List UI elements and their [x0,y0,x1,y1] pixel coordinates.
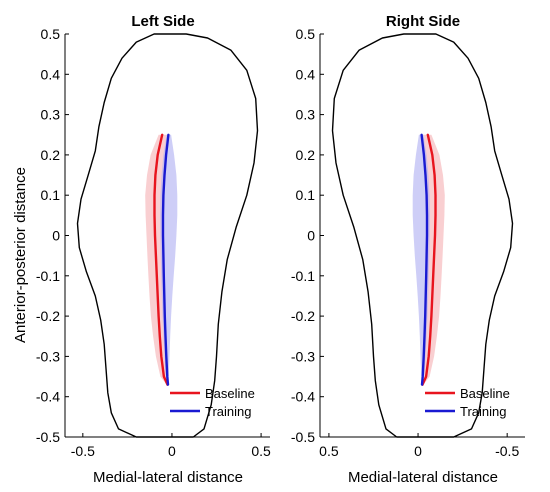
series-baseline-line [153,133,169,386]
legend-label-baseline: Baseline [205,386,255,401]
y-tick-label: -0.2 [291,308,315,324]
y-axis-label: Anterior-posterior distance [12,167,29,343]
y-tick-label: -0.1 [291,268,315,284]
x-axis-label: Medial-lateral distance [348,469,498,486]
y-tick-label: 0 [307,228,315,244]
y-tick-label: 0.4 [296,66,316,82]
y-tick-label: 0.5 [296,26,316,42]
left-side-chart: Left Side Anterior-posterior distance Me… [12,13,271,486]
plot-area: -0.5 -0.4 -0.3 -0.2 -0.1 0 0.1 0.2 0.3 0.4 0.5 -0.5… [36,26,271,459]
x-tick-label: -0.5 [71,443,95,459]
legend-label-training: Training [460,404,506,419]
y-tick-label: -0.5 [36,429,60,445]
series-baseline-line [421,133,437,386]
y-tick-label: -0.3 [36,348,60,364]
y-tick-label: -0.1 [36,268,60,284]
y-tick-label: -0.5 [291,429,315,445]
series-training-line [161,133,170,386]
y-tick-label: 0.2 [296,147,316,163]
right-side-chart: Right Side Medial-lateral distance -0.5-… [291,13,525,486]
y-tick-label: 0.3 [41,107,61,123]
x-tick-label: 0 [414,443,422,459]
y-tick-label: 0.2 [41,147,61,163]
x-tick-label: 0.5 [319,443,339,459]
y-tick-label: -0.4 [36,389,60,405]
x-tick-label: 0.5 [251,443,271,459]
y-tick-label: 0.5 [41,26,61,42]
chart-title: Left Side [131,13,194,30]
legend-label-baseline: Baseline [460,386,510,401]
plot-area: -0.5 -0.4 -0.3 -0.2 -0.1 0 0.1 0.2 0.3 0.4 0.5 0.5 0… [291,26,525,459]
x-tick-label: -0.5 [495,443,519,459]
y-tick-label: 0.1 [41,187,61,203]
series-training-line [420,133,429,386]
y-tick-label: 0.1 [296,187,316,203]
y-tick-label: -0.4 [291,389,315,405]
y-tick-label: 0 [52,228,60,244]
y-tick-label: -0.2 [36,308,60,324]
y-tick-label: 0.3 [296,107,316,123]
x-axis-label: Medial-lateral distance [93,469,243,486]
y-tick-label: -0.3 [291,348,315,364]
y-tick-label: 0.4 [41,66,61,82]
legend-label-training: Training [205,404,251,419]
chart-title: Right Side [386,13,460,30]
x-tick-label: 0 [168,443,176,459]
